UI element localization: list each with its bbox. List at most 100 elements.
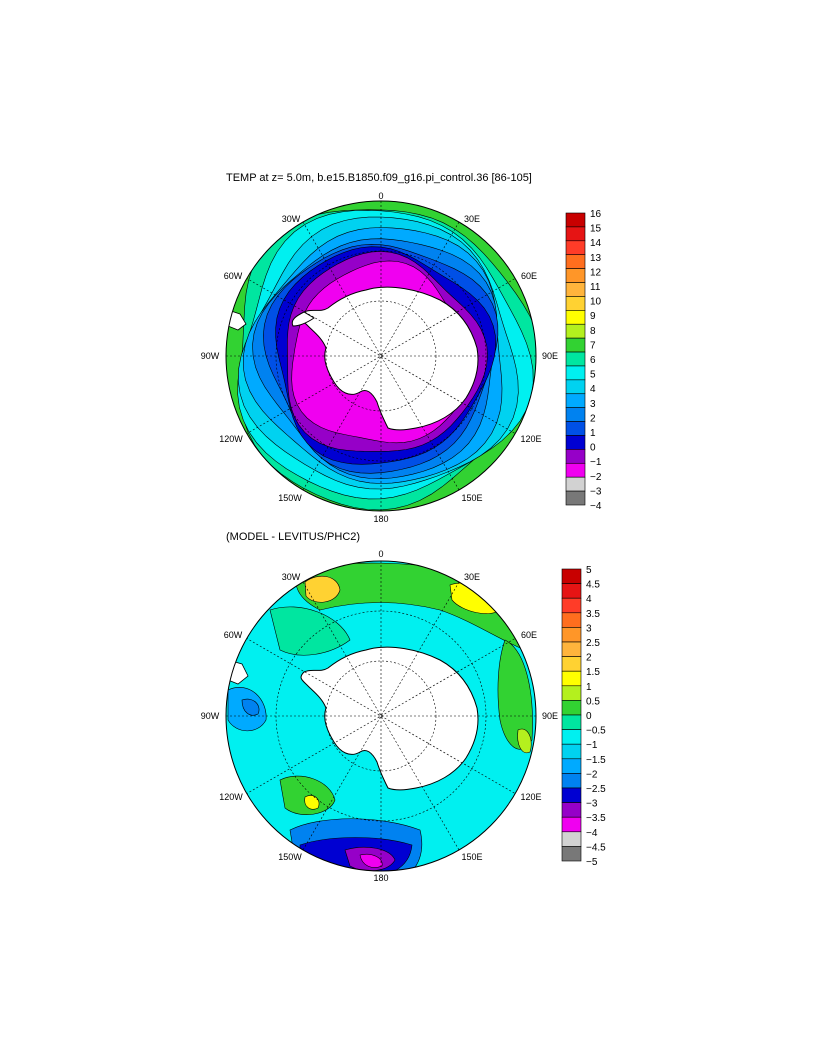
top-colorbar-swatch [565,435,586,450]
bottom-colorbar-swatch [561,758,582,774]
bottom-longitude-labels: 0 30E 60E 90E 120E 150E 180 150W 120W 90… [201,549,558,883]
bottom-colorbar-label: 4.5 [586,580,600,591]
bottom-colorbar-label: 2 [586,653,592,664]
top-colorbar-label: 7 [590,340,596,351]
top-colorbar-label: 8 [590,326,596,337]
bottom-panel: (MODEL - LEVITUS/PHC2) [201,531,606,883]
bottom-colorbar-swatch [561,627,582,643]
bottom-colorbar: 5 4.5 4 3.5 3 2.5 2 1.5 1 0.5 0 −0.5 −1 −1.5 −2 −2.5 −3 −… [561,565,606,868]
bottom-patch-120w-green [279,775,336,815]
top-antarctic-peninsula [291,311,315,327]
top-colorbar-swatch [565,268,586,283]
top-lon-label-30w: 30W [282,214,301,224]
top-colorbar-label: 1 [590,428,596,439]
top-colorbar-label: 15 [590,224,602,235]
bottom-patch-east-green [497,639,533,750]
top-colorbar-label: −2 [590,472,602,483]
bottom-colorbar-label: 5 [586,565,592,576]
bottom-colorbar-label: 1 [586,682,592,693]
bottom-colorbar-swatch [561,773,582,789]
bottom-colorbar-label: 2.5 [586,638,600,649]
top-colorbar-swatch [565,351,586,367]
top-colorbar-swatch [565,476,586,492]
bottom-colorbar-label: 0.5 [586,696,600,707]
top-colorbar-label: −3 [590,486,602,497]
top-lon-label-60e: 60E [521,271,537,281]
top-colorbar-swatch [565,365,586,381]
bottom-graticule [226,561,536,871]
bottom-patch-south-magenta [359,853,383,868]
bottom-colorbar-swatch [561,612,582,628]
bottom-map [226,561,536,871]
bottom-colorbar-label: −3.5 [586,813,606,824]
bottom-map-border [225,560,537,872]
bottom-antarctica-landmass [300,646,479,791]
top-colorbar-label: 10 [590,297,602,308]
bottom-lon-label-30e: 30E [464,572,480,582]
bottom-colorbar-swatch [561,816,582,833]
top-colorbar-swatch [565,379,586,395]
top-longitude-labels: 0 30E 60E 90E 120E 150E 180 150W 120W 90… [201,191,558,524]
bottom-colorbar-swatch [561,743,582,760]
bottom-colorbar-swatch [561,583,582,599]
top-colorbar-swatch [565,226,586,242]
bottom-anomaly-patches [227,562,533,871]
bottom-colorbar-swatch [561,729,582,745]
bottom-lon-label-90e: 90E [542,711,558,721]
top-colorbar-swatch [565,282,586,297]
bottom-lon-label-150w: 150W [278,852,302,862]
bottom-colorbar-swatch [561,568,582,584]
top-graticule [226,201,536,511]
bottom-lon-label-90w: 90W [201,711,220,721]
top-colorbar-label: 3 [590,399,596,410]
bottom-colorbar-label: 3 [586,623,592,634]
bottom-patch-east-lightgreen [517,728,532,754]
bottom-colorbar-swatch [561,641,582,657]
bottom-colorbar-swatch [561,670,582,687]
bottom-lon-label-60w: 60W [224,630,243,640]
bottom-colorbar-swatch [561,802,582,818]
top-map-border [225,200,537,512]
top-colorbar-swatch [565,212,586,228]
bottom-colorbar-label: −2 [586,769,598,780]
top-colorbar-label: 4 [590,384,596,395]
bottom-colorbar-swatch [561,846,582,862]
top-lon-label-90e: 90E [542,351,558,361]
top-lon-label-0: 0 [378,191,383,201]
top-colorbar-swatch [565,393,586,408]
bottom-lon-label-60e: 60E [521,630,537,640]
bottom-colorbar-label: −4 [586,828,598,839]
top-lon-label-150w: 150W [278,493,302,503]
top-colorbar-swatch [565,254,586,269]
top-lon-label-30e: 30E [464,214,480,224]
top-colorbar-label: 16 [590,209,602,220]
top-colorbar-label: 0 [590,443,596,454]
bottom-colorbar-label: −2.5 [586,784,606,795]
top-colorbar-swatch [565,323,586,339]
top-panel: TEMP at z= 5.0m, b.e15.B1850.f09_g16.pi_… [201,172,602,524]
top-colorbar-swatch [565,337,586,353]
top-colorbar-swatch [565,240,586,256]
bottom-lon-label-0: 0 [378,549,383,559]
bottom-colorbar-label: 4 [586,594,592,605]
top-colorbar-swatch [565,421,586,436]
bottom-patch-west-darkblue [241,698,260,716]
bottom-colorbar-label: −1.5 [586,755,606,766]
top-colorbar-label: 14 [590,238,602,249]
top-colorbar-label: 13 [590,253,602,264]
top-colorbar-swatch [565,449,586,464]
bottom-colorbar-swatch [561,787,582,803]
bottom-colorbar-label: −5 [586,857,598,868]
bottom-patch-120w-yellow [304,795,320,810]
bottom-lon-label-120e: 120E [520,792,541,802]
bottom-lon-label-30w: 30W [282,572,301,582]
top-colorbar-label: 9 [590,311,596,322]
top-lon-label-180: 180 [373,514,388,524]
bottom-colorbar-label: −3 [586,799,598,810]
bottom-patch-30w-yellow [304,575,341,603]
bottom-lon-label-180: 180 [373,873,388,883]
top-colorbar-label: 11 [590,282,601,293]
top-colorbar-swatch [565,462,586,478]
top-lon-label-150e: 150E [461,493,482,503]
bottom-panel-title: (MODEL - LEVITUS/PHC2) [226,531,360,543]
